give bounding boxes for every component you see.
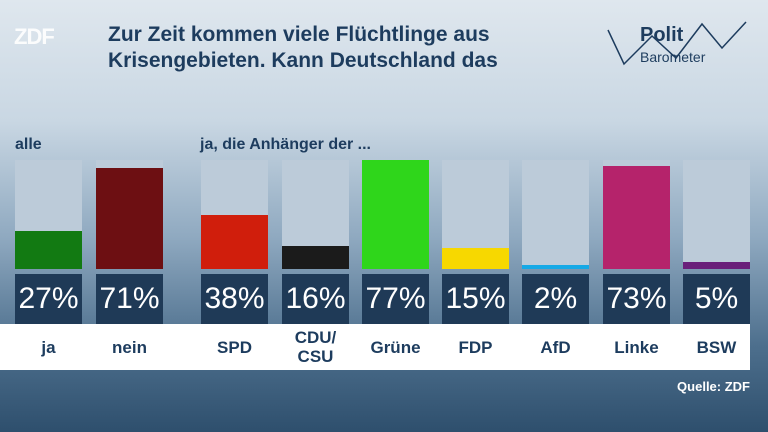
value-label: 5% (683, 274, 750, 324)
value-label: 16% (282, 274, 349, 324)
category-label: AfD (540, 337, 571, 357)
value-label: 2% (522, 274, 589, 324)
label-supporters: ja, die Anhänger der ... (200, 136, 371, 153)
bar-background (683, 160, 750, 269)
category-label-band (0, 324, 750, 370)
politbarometer-logo: Polit Barometer (600, 18, 750, 78)
value-label: 71% (96, 274, 163, 324)
bar (442, 248, 509, 269)
source-note: Quelle: ZDF (677, 379, 750, 394)
label-all: alle (15, 136, 42, 153)
category-label: Grüne (370, 337, 421, 357)
bar (96, 168, 163, 269)
bar (282, 246, 349, 269)
value-label: 38% (201, 274, 268, 324)
politbarometer-zigzag-icon (607, 21, 747, 66)
category-label: Linke (614, 337, 659, 357)
category-label: BSW (696, 337, 737, 357)
brand-barometer: Barometer (640, 49, 706, 65)
bar (201, 215, 268, 269)
bar-background (362, 160, 429, 269)
bar (362, 160, 429, 269)
value-label: 27% (15, 274, 82, 324)
bar (683, 262, 750, 269)
bar-background (15, 160, 82, 269)
category-label: ja (41, 337, 56, 357)
bar-background (96, 160, 163, 269)
bar (15, 231, 82, 269)
bar-background (442, 160, 509, 269)
bar-background (282, 160, 349, 269)
value-label: 77% (362, 274, 429, 324)
category-label: SPD (217, 337, 252, 357)
bar-background (201, 160, 268, 269)
bar (603, 166, 670, 269)
category-label: nein (112, 337, 147, 357)
bar-background (522, 160, 589, 269)
category-label: CDU/ CSU (294, 328, 337, 366)
chart-title: Zur Zeit kommen viele Flüchtlinge aus Kr… (108, 23, 498, 72)
value-label: 73% (603, 274, 670, 324)
bar (522, 265, 589, 269)
bar-background (603, 160, 670, 269)
value-label: 15% (442, 274, 509, 324)
brand-polit: Polit (640, 24, 684, 46)
zdf-logo: ZDF (14, 24, 55, 49)
category-label: FDP (458, 337, 493, 357)
